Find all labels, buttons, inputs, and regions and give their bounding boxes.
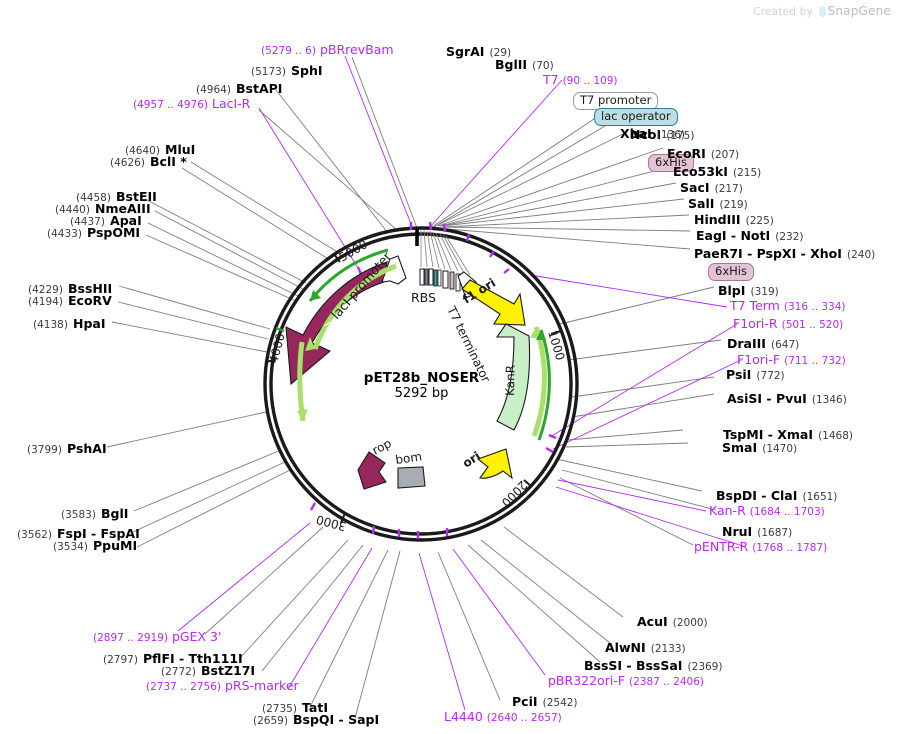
feature-label-RBS: RBS xyxy=(411,290,436,305)
label-AcuI: AcuI (2000) xyxy=(637,614,708,629)
label-T7-Term: T7 Term (316 .. 334) xyxy=(730,298,846,313)
label-PspOMI: (4433) PspOMI xyxy=(47,225,141,240)
label-DraIII: DraIII (647) xyxy=(727,336,800,351)
label-Kan-R: Kan-R (1684 .. 1703) xyxy=(709,503,825,518)
label-TspMI-XmaI: TspMI - XmaI (1468) xyxy=(723,427,853,442)
label-SphI: (5173) SphI xyxy=(251,63,323,78)
label-AlwNI: AlwNI (2133) xyxy=(605,640,686,655)
label-pRS-marker: (2737 .. 2756) pRS-marker xyxy=(146,678,299,693)
ruler-ticks xyxy=(264,253,562,524)
label-XbaI: XbaI (136) xyxy=(620,126,685,141)
transcription-arrow-KanR xyxy=(530,326,551,441)
transcription-arrows-lacI xyxy=(297,248,397,422)
plasmid-name: pET28b_NOSER xyxy=(363,370,480,386)
label-EcoRI: EcoRI (207) xyxy=(667,146,740,161)
label-TatI: (2735) TatI xyxy=(262,700,328,715)
label-F1ori-F: F1ori-F (711 .. 732) xyxy=(737,352,846,367)
feature-f1-ori xyxy=(461,279,526,326)
label-NmeAIII: (4440) NmeAIII xyxy=(55,201,151,216)
label-Eco53kI: Eco53kI (215) xyxy=(673,164,762,179)
ruler-tick-2000: 2000 xyxy=(499,478,530,510)
feature-lacI xyxy=(285,261,388,386)
label-BglI: (3583) BglI xyxy=(61,506,129,521)
plasmid-title-block: pET28b_NOSER 5292 bp xyxy=(334,370,509,401)
label-BclI: (4626) BclI * xyxy=(110,154,187,169)
label-EcoRV: (4194) EcoRV xyxy=(28,293,112,308)
snapgene-drop-icon xyxy=(818,6,826,17)
site-ticks xyxy=(275,221,557,539)
tag-6xhis-downstream: 6xHis xyxy=(708,262,754,281)
label-BspDI-ClaI: BspDI - ClaI (1651) xyxy=(716,488,838,503)
label-BglII: BglII (70) xyxy=(495,57,554,72)
leader-lines-bottom-right xyxy=(437,526,624,701)
leader-lines-bottom-left-primer xyxy=(177,522,466,711)
tag-lac-operator: lac operator xyxy=(594,107,678,126)
feature-label-ori: ori xyxy=(460,449,483,471)
feature-lacI-promoter xyxy=(381,255,407,285)
label-L4440: L4440 (2640 .. 2657) xyxy=(444,709,562,724)
watermark-prefix: Created by xyxy=(753,6,813,18)
label-AsiSI-PvuI: AsiSI - PvuI (1346) xyxy=(727,391,847,406)
leader-lines-right-primer xyxy=(429,79,744,547)
plasmid-size: 5292 bp xyxy=(394,386,449,401)
ruler-tick-4000: 4000 xyxy=(266,332,287,365)
label-PshAI: (3799) PshAI xyxy=(27,441,107,456)
label-PpuMI: (3534) PpuMI xyxy=(53,538,138,553)
watermark-brand: SnapGene xyxy=(827,4,891,18)
backbone-outer-circle xyxy=(263,226,579,542)
feature-label-KanR: KanR xyxy=(503,365,518,396)
label-FspI-FspAI: (3562) FspI - FspAI xyxy=(17,526,140,541)
label-SgrAI: SgrAI (29) xyxy=(446,44,512,59)
label-PciI: PciI (2542) xyxy=(512,694,578,709)
label-ApaI: (4437) ApaI xyxy=(70,213,142,228)
label-BstAPI: (4964) BstAPI xyxy=(196,81,283,96)
label-LacI-R: (4957 .. 4976) LacI-R xyxy=(133,96,251,111)
label-BssHII: (4229) BssHII xyxy=(28,281,113,296)
label-HpaI: (4138) HpaI xyxy=(33,316,106,331)
label-BspQI-SapI: (2659) BspQI - SapI xyxy=(253,712,380,727)
label-MluI: (4640) MluI xyxy=(125,142,196,157)
snapgene-watermark: Created by SnapGene xyxy=(753,4,891,18)
leader-lines-left xyxy=(106,56,418,548)
label-pBR322ori-F: pBR322ori-F (2387 .. 2406) xyxy=(548,673,704,688)
label-BlpI: BlpI (319) xyxy=(718,283,779,298)
feature-ori xyxy=(476,448,513,480)
leader-lines-bottom-right-primer xyxy=(452,548,546,676)
label-PaeR7I-PspXI-XhoI: PaeR7I - PspXI - XhoI (240) xyxy=(694,246,876,261)
label-NcoI: NcoI (175) xyxy=(630,127,695,142)
feature-bom xyxy=(397,466,426,489)
feature-label-bom: bom xyxy=(394,449,422,467)
label-SacI: SacI (217) xyxy=(680,180,743,195)
leader-lines-left-primer xyxy=(258,55,412,269)
label-pENTR-R: pENTR-R (1768 .. 1787) xyxy=(694,539,828,554)
label-NruI: NruI (1687) xyxy=(722,524,793,539)
feature-rop xyxy=(357,451,387,490)
label-T7-primer: T7 (90 .. 109) xyxy=(543,72,618,87)
label-HindIII: HindIII (225) xyxy=(694,212,774,227)
label-PsiI: PsiI (772) xyxy=(726,367,785,382)
label-SmaI: SmaI (1470) xyxy=(722,440,798,455)
label-BstEII: (4458) BstEII xyxy=(76,189,157,204)
label-pGEX-3prime: (2897 .. 2919) pGEX 3' xyxy=(93,629,222,644)
label-BstZ17I: (2772) BstZ17I xyxy=(161,663,256,678)
label-pBRrevBam: (5279 .. 6) pBRrevBam xyxy=(261,42,394,57)
tag-t7-promoter: T7 promoter xyxy=(573,91,659,110)
label-PflFI-Tth111I: (2797) PflFI - Tth111I xyxy=(103,651,243,666)
leader-lines-right xyxy=(431,98,722,546)
feature-mcs-boxes xyxy=(419,268,461,292)
label-BssSI-BssSaI: BssSI - BssSaI (2369) xyxy=(584,658,723,673)
tag-6xhis-upstream: 6xHis xyxy=(648,153,694,172)
label-SalI: SalI (219) xyxy=(688,196,748,211)
label-EagI-NotI: EagI - NotI (232) xyxy=(696,228,804,243)
leader-lines-bottom-left xyxy=(204,526,401,719)
label-F1ori-R: F1ori-R (501 .. 520) xyxy=(733,316,844,331)
mcs-tick-cluster xyxy=(420,229,471,276)
feature-KanR xyxy=(495,323,531,431)
